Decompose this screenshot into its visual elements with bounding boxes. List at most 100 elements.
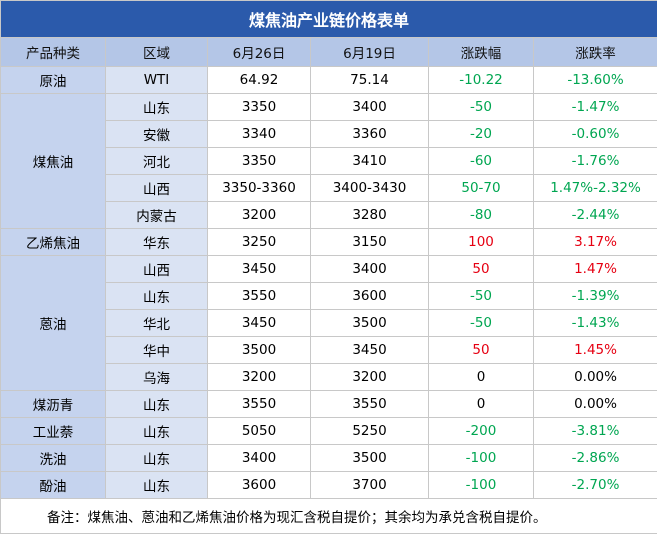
- value-cell: 0.00%: [532, 390, 657, 418]
- table-row: 蒽油 山西 3450 3400 50 1.47%: [0, 255, 657, 391]
- category-cell: 乙烯焦油: [0, 228, 106, 256]
- table-row: 山西 3350-3360 3400-3430 50-70 1.47%-2.32%: [1, 174, 657, 202]
- value-cell: 100: [428, 228, 534, 256]
- value-cell: 3550: [207, 390, 311, 418]
- region-cell: 安徽: [105, 120, 208, 148]
- column-header: 产品种类: [0, 37, 106, 67]
- region-cell: 山西: [105, 255, 208, 283]
- value-cell: -50: [428, 309, 534, 337]
- value-cell: 3250: [207, 228, 311, 256]
- value-cell: 3700: [310, 471, 429, 499]
- region-cell: 内蒙古: [105, 201, 208, 229]
- region-cell: 山东: [105, 282, 208, 310]
- table-row: 山东 3550 3600 -50 -1.39%: [1, 282, 657, 310]
- value-cell: 3450: [207, 255, 311, 283]
- region-cell: 山东: [105, 93, 208, 121]
- value-cell: 3350: [207, 93, 311, 121]
- value-cell: 3200: [207, 363, 311, 391]
- value-cell: -2.86%: [532, 444, 657, 472]
- value-cell: -200: [428, 417, 534, 445]
- value-cell: 3450: [207, 309, 311, 337]
- value-cell: 3340: [207, 120, 311, 148]
- table-row: 酚油 山东 3600 3700 -100 -2.70%: [0, 471, 657, 499]
- column-header: 区域: [105, 37, 208, 67]
- value-cell: 0.00%: [532, 363, 657, 391]
- table-row: 河北 3350 3410 -60 -1.76%: [1, 147, 657, 175]
- value-cell: -2.70%: [532, 471, 657, 499]
- value-cell: -1.76%: [532, 147, 657, 175]
- value-cell: 5050: [207, 417, 311, 445]
- region-cell: 华中: [105, 336, 208, 364]
- column-header: 涨跌幅: [428, 37, 534, 67]
- value-cell: -100: [428, 444, 534, 472]
- region-cell: 山东: [105, 471, 208, 499]
- value-cell: -1.47%: [532, 93, 657, 121]
- value-cell: 3500: [207, 336, 311, 364]
- column-header: 6月26日: [207, 37, 311, 67]
- value-cell: -1.39%: [532, 282, 657, 310]
- value-cell: -100: [428, 471, 534, 499]
- category-cell: 煤焦油: [0, 93, 106, 229]
- table-row: 安徽 3340 3360 -20 -0.60%: [1, 120, 657, 148]
- value-cell: 50-70: [428, 174, 534, 202]
- value-cell: -50: [428, 93, 534, 121]
- region-cell: 山西: [105, 174, 208, 202]
- category-cell: 原油: [0, 66, 106, 94]
- region-cell: 山东: [105, 390, 208, 418]
- category-cell: 工业萘: [0, 417, 106, 445]
- value-cell: -60: [428, 147, 534, 175]
- value-cell: 3550: [310, 390, 429, 418]
- value-cell: 3400: [207, 444, 311, 472]
- value-cell: 64.92: [207, 66, 311, 94]
- value-cell: 3550: [207, 282, 311, 310]
- value-cell: -2.44%: [532, 201, 657, 229]
- region-cell: 山东: [105, 444, 208, 472]
- value-cell: -20: [428, 120, 534, 148]
- value-cell: -3.81%: [532, 417, 657, 445]
- table-row: 洗油 山东 3400 3500 -100 -2.86%: [0, 444, 657, 472]
- value-cell: 75.14: [310, 66, 429, 94]
- category-cell: 蒽油: [0, 255, 106, 391]
- value-cell: 3400-3430: [310, 174, 429, 202]
- region-cell: 乌海: [105, 363, 208, 391]
- value-cell: 1.47%-2.32%: [532, 174, 657, 202]
- value-cell: 3500: [310, 309, 429, 337]
- value-cell: 3.17%: [532, 228, 657, 256]
- column-header: 涨跌率: [532, 37, 657, 67]
- category-cell: 洗油: [0, 444, 106, 472]
- value-cell: 3400: [310, 255, 429, 283]
- value-cell: -50: [428, 282, 534, 310]
- table-row: 华北 3450 3500 -50 -1.43%: [1, 309, 657, 337]
- table-row: 华中 3500 3450 50 1.45%: [1, 336, 657, 364]
- table-title: 煤焦油产业链价格表单: [0, 0, 657, 38]
- region-cell: 山东: [105, 417, 208, 445]
- value-cell: 3410: [310, 147, 429, 175]
- column-header: 6月19日: [310, 37, 429, 67]
- value-cell: 3350-3360: [207, 174, 311, 202]
- value-cell: 0: [428, 363, 534, 391]
- value-cell: 50: [428, 255, 534, 283]
- value-cell: 3350: [207, 147, 311, 175]
- value-cell: 5250: [310, 417, 429, 445]
- table-row: 乌海 3200 3200 0 0.00%: [1, 363, 657, 391]
- value-cell: 0: [428, 390, 534, 418]
- table-row: 乙烯焦油 华东 3250 3150 100 3.17%: [0, 228, 657, 256]
- header-row: 产品种类 区域 6月26日 6月19日 涨跌幅 涨跌率: [0, 37, 657, 67]
- table-row: 煤沥青 山东 3550 3550 0 0.00%: [0, 390, 657, 418]
- category-cell: 酚油: [0, 471, 106, 499]
- table-row: 原油 WTI 64.92 75.14 -10.22 -13.60%: [0, 66, 657, 94]
- value-cell: 3360: [310, 120, 429, 148]
- value-cell: -80: [428, 201, 534, 229]
- value-cell: 3400: [310, 93, 429, 121]
- table-row: 工业萘 山东 5050 5250 -200 -3.81%: [0, 417, 657, 445]
- value-cell: 3600: [310, 282, 429, 310]
- value-cell: 50: [428, 336, 534, 364]
- value-cell: 3600: [207, 471, 311, 499]
- region-cell: 河北: [105, 147, 208, 175]
- region-cell: WTI: [105, 66, 208, 94]
- category-cell: 煤沥青: [0, 390, 106, 418]
- value-cell: 3450: [310, 336, 429, 364]
- value-cell: 3150: [310, 228, 429, 256]
